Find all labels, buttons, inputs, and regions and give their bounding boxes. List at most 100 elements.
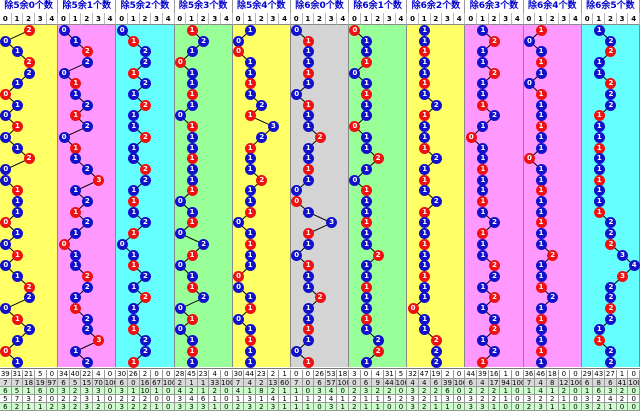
digit-header: 1: [302, 13, 315, 25]
trend-ball: 2: [489, 35, 501, 47]
stat-cell: 2: [418, 386, 431, 395]
stat-cell: 30: [116, 370, 128, 379]
stat-cell: 3: [465, 402, 478, 411]
stat-cell: 2: [58, 394, 70, 403]
trend-ball: 1: [11, 196, 23, 208]
trend-ball: 1: [535, 217, 547, 229]
trend-ball: 2: [139, 163, 151, 175]
stat-cell: 0: [570, 386, 582, 395]
stat-cell: 0: [395, 402, 408, 411]
trend-ball: 0: [233, 313, 245, 325]
stat-cell: 5: [384, 394, 396, 403]
trend-ball: 1: [244, 89, 256, 101]
trend-ball: 1: [361, 356, 373, 368]
stat-cell: 97: [46, 378, 59, 387]
trend-ball: 1: [593, 24, 605, 36]
digit-header: 1: [69, 13, 82, 25]
trend-ball: 1: [244, 24, 256, 36]
trend-ball: 1: [302, 121, 314, 133]
digit-header: 4: [512, 13, 524, 25]
trend-ball: 0: [233, 281, 245, 293]
stat-cell: 2: [128, 394, 140, 403]
trend-ball: 1: [186, 174, 198, 186]
stat-cell: 1: [209, 402, 222, 411]
trend-ball: 0: [0, 174, 12, 186]
stat-cell: 0: [349, 378, 361, 387]
stat-cell: 3: [267, 402, 280, 411]
stat-cell: 2: [372, 386, 384, 395]
trend-ball: 1: [535, 238, 547, 250]
stat-cell: 46: [535, 370, 547, 379]
trend-ball: 2: [23, 292, 35, 304]
stat-cell: 1: [546, 386, 559, 395]
trend-ball: 1: [361, 206, 373, 218]
digit-header: 3: [151, 13, 163, 25]
stat-cell: 2: [477, 394, 489, 403]
trend-ball: 1: [361, 56, 373, 68]
trend-ball: 0: [58, 67, 70, 79]
stat-cell: 2: [616, 386, 629, 395]
trend-ball: 1: [593, 142, 605, 154]
stat-cell: 2: [267, 370, 280, 379]
section-header: 除5余2个数: [116, 0, 175, 13]
stat-cell: 0: [453, 394, 466, 403]
trend-ball: 1: [186, 206, 198, 218]
stat-cell: 26: [128, 370, 140, 379]
digit-header: 1: [186, 13, 198, 25]
trend-ball: 1: [361, 196, 373, 208]
stat-cell: 2: [139, 402, 152, 411]
stat-cell: 0: [570, 402, 582, 411]
digit-header: 2: [197, 13, 210, 25]
trend-ball: 1: [302, 174, 314, 186]
section-header: 除5余3个数: [174, 0, 233, 13]
trend-ball: 1: [186, 142, 198, 154]
trend-ball: 1: [186, 131, 198, 143]
trend-ball: 1: [186, 313, 198, 325]
digit-header: 3: [442, 13, 454, 25]
trend-ball: 1: [186, 270, 198, 282]
stat-cell: 0: [314, 402, 326, 411]
stat-cell: 0: [302, 378, 315, 387]
stat-cell: 3: [581, 394, 594, 403]
stat-cell: 2: [395, 394, 408, 403]
section-header: 除6余5个数: [581, 0, 640, 13]
trend-ball: 2: [372, 153, 384, 165]
stat-cell: 3: [244, 394, 256, 403]
trend-ball: 0: [58, 131, 70, 143]
stat-cell: 16: [488, 370, 501, 379]
trend-ball: 1: [186, 67, 198, 79]
trend-ball: 0: [291, 24, 303, 36]
stat-cell: 0: [512, 370, 524, 379]
digit-header: 4: [162, 13, 175, 25]
stat-cell: 0: [162, 394, 175, 403]
trend-ball: 1: [186, 89, 198, 101]
trend-ball: 1: [186, 99, 198, 111]
trend-ball: 1: [477, 356, 489, 368]
stat-cell: 40: [69, 370, 82, 379]
stat-cell: 1: [290, 394, 303, 403]
stat-cell: 100: [628, 378, 640, 387]
trend-ball: 1: [302, 303, 314, 315]
trend-ball: 1: [535, 46, 547, 58]
stat-cell: 7: [290, 378, 303, 387]
trend-ball: 0: [174, 196, 186, 208]
digit-header: 0: [232, 13, 245, 25]
trend-ball: 2: [605, 35, 617, 47]
trend-ball: 1: [11, 356, 23, 368]
stat-cell: 8: [546, 378, 559, 387]
trend-ball: 1: [361, 142, 373, 154]
trend-ball: 2: [81, 121, 93, 133]
trend-ball: 1: [70, 142, 82, 154]
stat-cell: 4: [267, 394, 280, 403]
stat-cell: 3: [581, 402, 594, 411]
trend-ball: 1: [419, 249, 431, 261]
stat-cell: 22: [81, 370, 94, 379]
digit-header: 0: [290, 13, 303, 25]
stat-cell: 2: [535, 394, 547, 403]
trend-ball: 3: [93, 174, 105, 186]
stat-cell: 0: [628, 386, 640, 395]
stat-cell: 1: [488, 402, 501, 411]
trend-ball: 1: [535, 335, 547, 347]
trend-ball: 1: [535, 131, 547, 143]
digit-header: 1: [244, 13, 256, 25]
